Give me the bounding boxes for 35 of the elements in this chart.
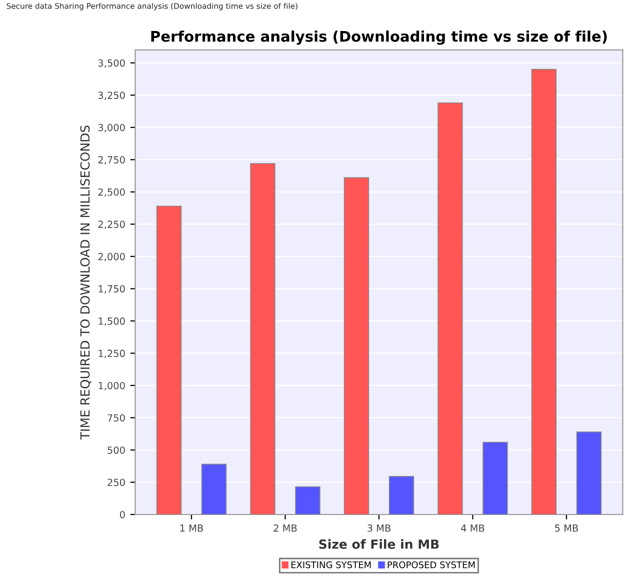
bar xyxy=(576,432,602,514)
x-tick-label: 2 MB xyxy=(274,524,297,532)
y-tick-label: 1,250 xyxy=(98,350,125,358)
x-tick-label: 5 MB xyxy=(555,524,578,532)
y-tick-label: 3,000 xyxy=(98,124,125,132)
y-tick-label: 1,000 xyxy=(98,382,125,390)
y-tick-label: 3,250 xyxy=(98,92,125,100)
x-axis-title: Size of File in MB xyxy=(319,539,439,549)
bar xyxy=(156,206,182,514)
bar xyxy=(531,68,557,514)
y-tick-label: 1,750 xyxy=(98,285,125,294)
y-tick-label: 2,500 xyxy=(98,188,125,197)
y-tick-label: 1,500 xyxy=(98,317,125,326)
y-tick-label: 250 xyxy=(108,478,125,486)
legend-label: EXISTING SYSTEM xyxy=(291,561,371,568)
x-tick-label: 1 MB xyxy=(180,524,203,532)
bar xyxy=(482,442,508,514)
x-tick-label: 4 MB xyxy=(461,524,484,532)
y-tick-label: 2,250 xyxy=(98,220,125,229)
bar xyxy=(344,177,370,514)
bar xyxy=(295,486,320,514)
bar xyxy=(250,163,276,514)
y-tick-label: 750 xyxy=(108,414,125,422)
x-tick-label: 3 MB xyxy=(368,524,390,532)
y-tick-label: 2,000 xyxy=(98,252,125,262)
bar xyxy=(388,476,414,514)
chart-title: Performance analysis (Downloading time vs size of file) xyxy=(151,30,607,45)
y-axis-title: TIME REQUIRED TO DOWNLOAD IN MILLISECONDS xyxy=(80,126,92,440)
bar xyxy=(438,102,463,514)
y-tick-label: 0 xyxy=(120,510,125,518)
bar xyxy=(201,464,227,514)
legend-label: PROPOSED SYSTEM xyxy=(388,561,475,568)
y-tick-label: 3,500 xyxy=(98,59,125,68)
y-tick-label: 2,750 xyxy=(98,156,125,164)
y-tick-label: 500 xyxy=(108,446,125,454)
